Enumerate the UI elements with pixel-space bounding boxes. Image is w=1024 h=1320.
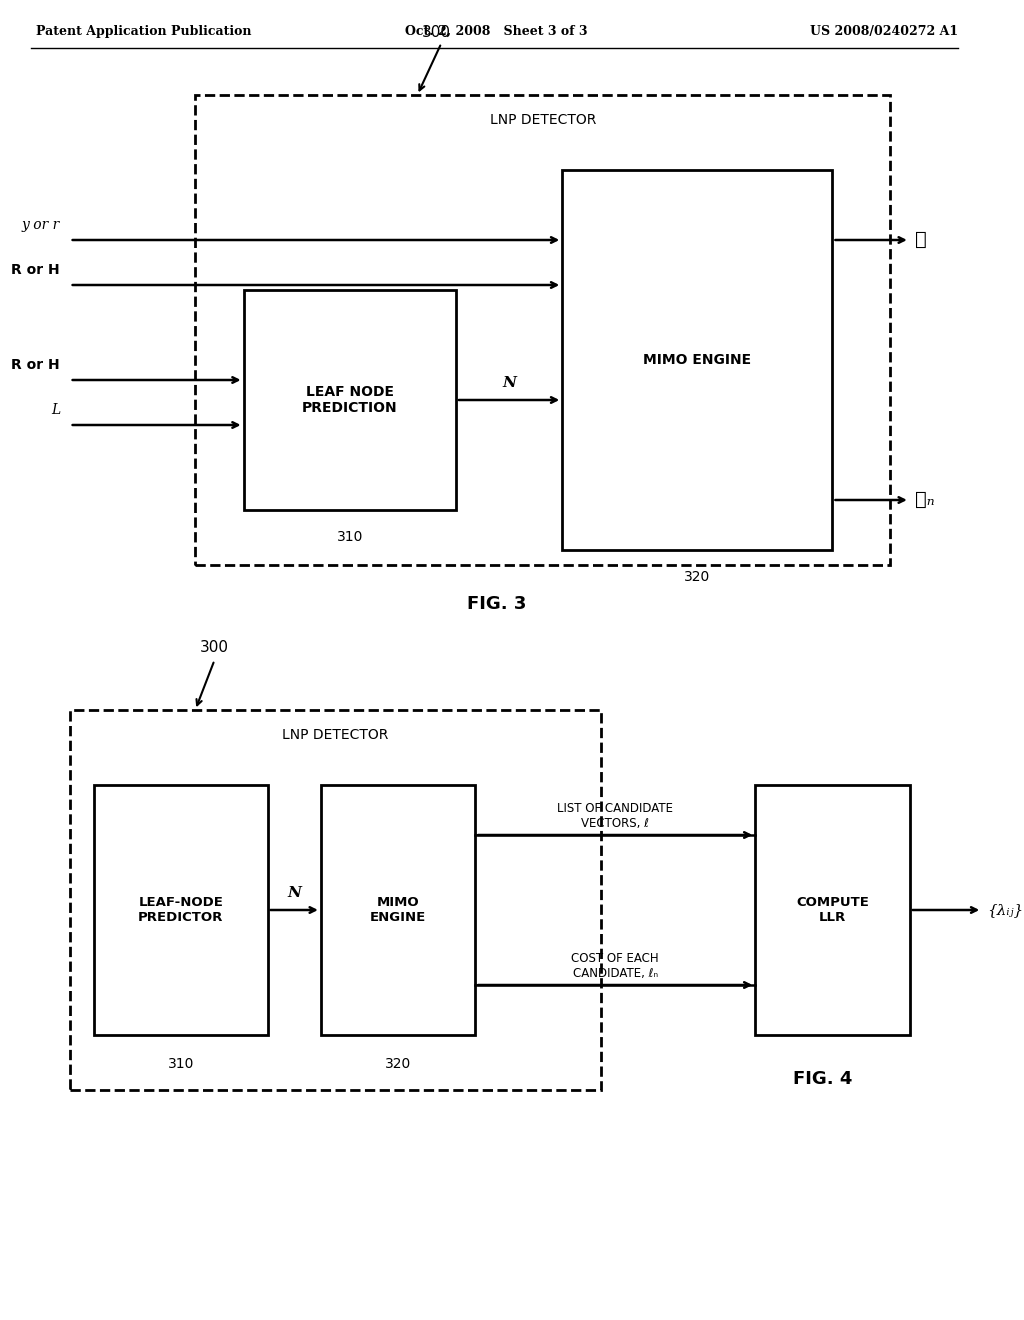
Text: 320: 320 xyxy=(385,1057,411,1071)
Text: ℓ: ℓ xyxy=(914,231,927,249)
Text: N: N xyxy=(502,376,516,389)
Text: N: N xyxy=(287,886,301,900)
Text: COST OF EACH
CANDIDATE, ℓₙ: COST OF EACH CANDIDATE, ℓₙ xyxy=(571,952,659,979)
FancyBboxPatch shape xyxy=(70,710,601,1090)
Text: LIST OF CANDIDATE
VECTORS, ℓ: LIST OF CANDIDATE VECTORS, ℓ xyxy=(557,803,673,830)
Text: 300: 300 xyxy=(422,25,452,40)
FancyBboxPatch shape xyxy=(196,95,891,565)
Text: ℓₙ: ℓₙ xyxy=(914,491,934,510)
FancyBboxPatch shape xyxy=(321,785,475,1035)
Text: LNP DETECTOR: LNP DETECTOR xyxy=(282,729,388,742)
Text: LEAF NODE
PREDICTION: LEAF NODE PREDICTION xyxy=(302,385,397,414)
Text: 310: 310 xyxy=(168,1057,194,1071)
Text: L: L xyxy=(51,403,60,417)
Text: 300: 300 xyxy=(200,640,229,655)
Text: MIMO
ENGINE: MIMO ENGINE xyxy=(370,896,426,924)
Text: LNP DETECTOR: LNP DETECTOR xyxy=(489,114,596,127)
FancyBboxPatch shape xyxy=(244,290,456,510)
Text: R or H: R or H xyxy=(11,358,60,372)
FancyBboxPatch shape xyxy=(756,785,909,1035)
Text: 320: 320 xyxy=(684,570,711,583)
Text: COMPUTE
LLR: COMPUTE LLR xyxy=(796,896,869,924)
Text: R or H: R or H xyxy=(11,263,60,277)
Text: 310: 310 xyxy=(337,531,362,544)
Text: Patent Application Publication: Patent Application Publication xyxy=(36,25,252,38)
FancyBboxPatch shape xyxy=(562,170,833,550)
Text: US 2008/0240272 A1: US 2008/0240272 A1 xyxy=(810,25,958,38)
Text: FIG. 4: FIG. 4 xyxy=(794,1071,853,1088)
Text: FIG. 3: FIG. 3 xyxy=(467,595,526,612)
Text: Oct. 2, 2008   Sheet 3 of 3: Oct. 2, 2008 Sheet 3 of 3 xyxy=(406,25,588,38)
Text: LEAF-NODE
PREDICTOR: LEAF-NODE PREDICTOR xyxy=(138,896,223,924)
Text: {λᵢⱼ}: {λᵢⱼ} xyxy=(987,903,1023,917)
Text: MIMO ENGINE: MIMO ENGINE xyxy=(643,352,752,367)
Text: y or r: y or r xyxy=(22,218,60,232)
FancyBboxPatch shape xyxy=(94,785,267,1035)
